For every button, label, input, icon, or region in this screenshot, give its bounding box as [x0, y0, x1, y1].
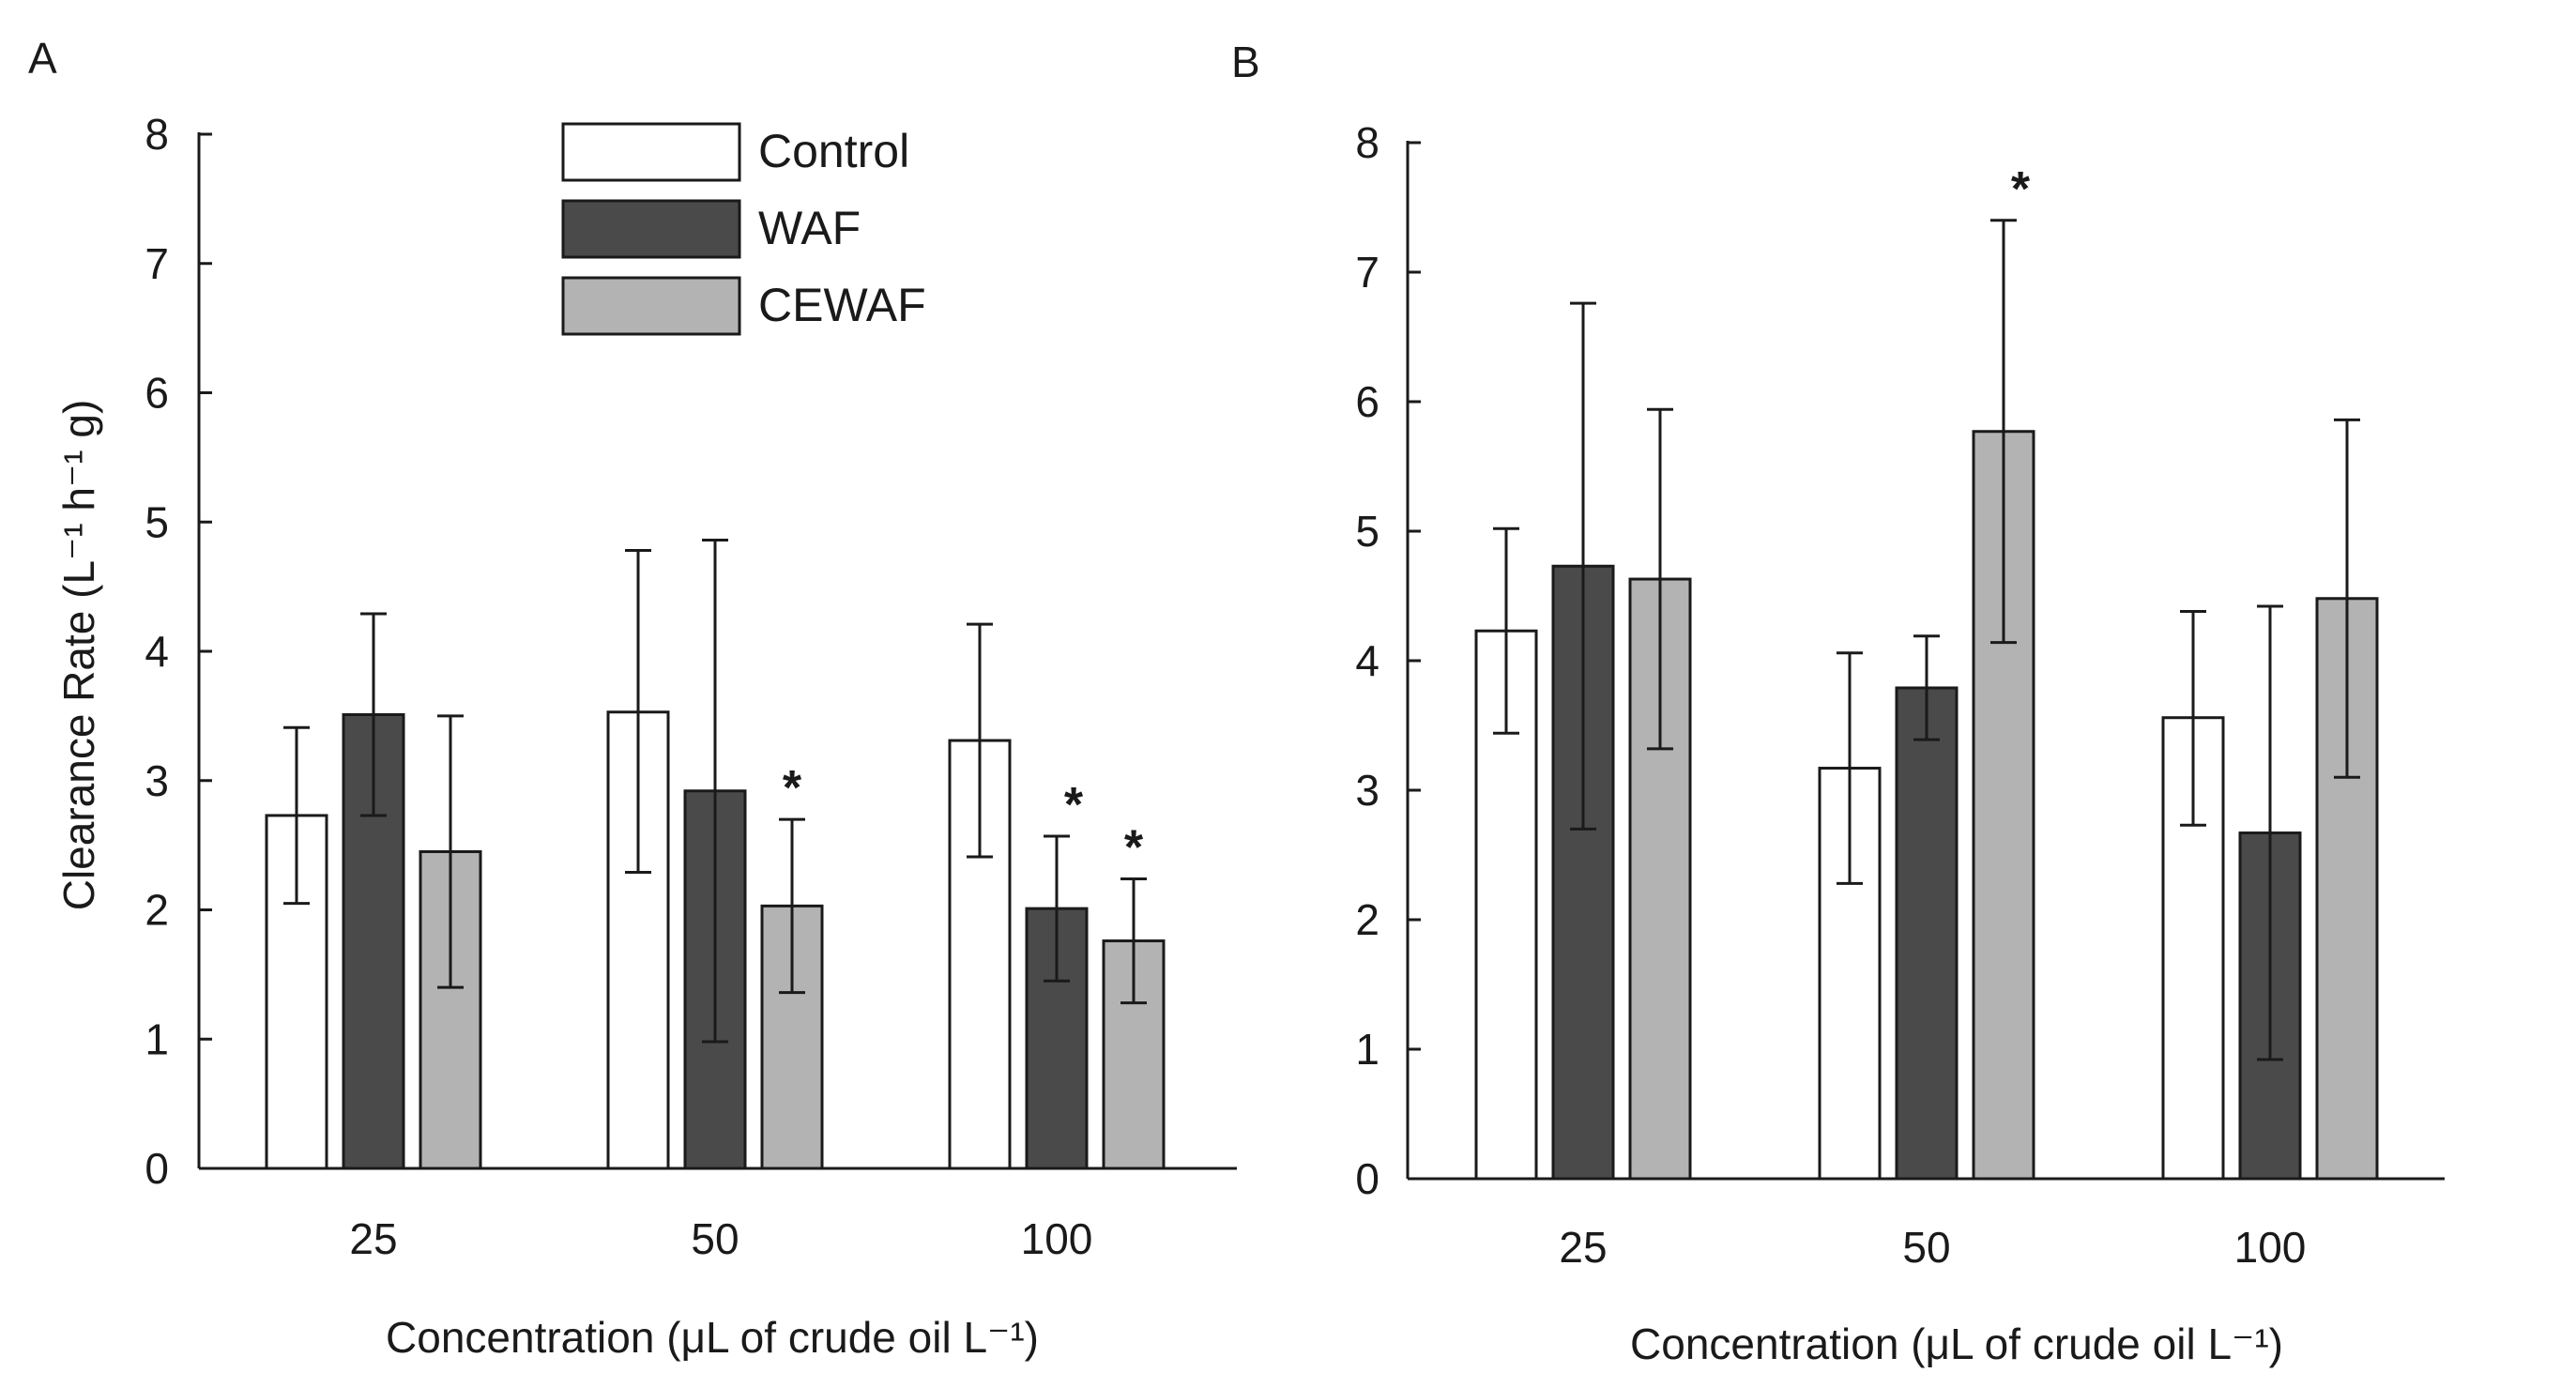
- y-tick-label-b-1: 1: [1355, 1025, 1379, 1074]
- error-bar-waf-25: [360, 612, 387, 817]
- error-bar-waf-100: [1044, 834, 1070, 983]
- x-axis-label-a: Concentration (μL of crude oil L⁻¹): [386, 1313, 1039, 1362]
- y-tick-label-b-5: 5: [1355, 507, 1379, 556]
- significance-star-waf-100: *: [1064, 778, 1084, 832]
- bars-b: *: [1474, 162, 2379, 1181]
- bars-a: * * *: [265, 539, 1166, 1170]
- panel-label-a: A: [28, 34, 57, 83]
- y-tick-label-a-3: 3: [145, 756, 169, 805]
- error-bar-waf-50: [1913, 634, 1940, 741]
- error-bar-cewaf-50: [1990, 219, 2017, 645]
- y-tick-label-a-6: 6: [145, 369, 169, 418]
- x-tick-label-b-50: 50: [1902, 1223, 1950, 1272]
- x-tick-label-a-50: 50: [691, 1214, 739, 1263]
- panel-b: B * 0 1 2 3 4 5 6 7 8 25 50 100 Concentration (μL o…: [1231, 38, 2445, 1368]
- error-bar-cewaf-25: [437, 714, 464, 989]
- y-tick-label-a-8: 8: [145, 110, 169, 159]
- error-bar-cewaf-50: [779, 817, 805, 995]
- y-tick-label-b-6: 6: [1355, 377, 1379, 426]
- y-axis-label-a: Clearance Rate (L⁻¹ h⁻¹ g): [54, 400, 103, 911]
- legend-swatch-waf: [561, 199, 741, 259]
- y-tick-label-b-7: 7: [1355, 248, 1379, 297]
- y-tick-label-a-7: 7: [145, 239, 169, 288]
- x-tick-label-a-25: 25: [349, 1214, 397, 1263]
- y-tick-label-a-2: 2: [145, 886, 169, 935]
- x-axis-label-b: Concentration (μL of crude oil L⁻¹): [1630, 1319, 2283, 1368]
- error-bar-control-25: [283, 725, 310, 906]
- error-bar-waf-50: [702, 539, 728, 1044]
- y-tick-label-b-4: 4: [1355, 636, 1379, 685]
- legend-label-cewaf: CEWAF: [758, 279, 926, 331]
- y-tick-label-b-3: 3: [1355, 766, 1379, 815]
- error-bar-cewaf-100: [2334, 418, 2360, 779]
- error-bar-waf-100: [2257, 604, 2283, 1061]
- x-tick-label-b-100: 100: [2234, 1223, 2307, 1272]
- error-bar-control-100: [2180, 610, 2206, 827]
- x-tick-label-a-100: 100: [1021, 1214, 1093, 1263]
- significance-star-cewaf-50: *: [2011, 162, 2031, 217]
- y-tick-label-a-0: 0: [145, 1144, 169, 1193]
- error-bar-cewaf-100: [1120, 877, 1147, 1005]
- error-bar-cewaf-25: [1647, 407, 1673, 751]
- error-bar-control-25: [1493, 526, 1519, 735]
- y-tick-label-a-4: 4: [145, 627, 169, 676]
- significance-star-cewaf-100: *: [1124, 820, 1144, 875]
- error-bar-control-50: [625, 549, 651, 875]
- y-tick-label-b-0: 0: [1355, 1154, 1379, 1203]
- significance-star-cewaf-50: *: [783, 761, 802, 816]
- error-bar-control-50: [1837, 651, 1863, 885]
- legend-swatch-control: [561, 122, 741, 182]
- y-tick-label-a-5: 5: [145, 497, 169, 546]
- y-tick-label-a-1: 1: [145, 1014, 169, 1063]
- error-bar-control-100: [967, 622, 993, 859]
- x-tick-label-b-25: 25: [1559, 1223, 1607, 1272]
- bar-waf-50: [1895, 686, 1959, 1181]
- y-tick-label-b-2: 2: [1355, 895, 1379, 944]
- legend-swatch-cewaf: [561, 276, 741, 336]
- legend-label-waf: WAF: [758, 202, 861, 254]
- error-bar-waf-25: [1570, 301, 1596, 831]
- panel-label-b: B: [1231, 38, 1260, 86]
- legend-label-control: Control: [758, 125, 909, 177]
- axes-b: 0 1 2 3 4 5 6 7 8 25 50 100: [1355, 118, 2445, 1272]
- axes-a: 0 1 2 3 4 5 6 7 8 25 50 100: [145, 110, 1237, 1263]
- panel-a: A * * * 0 1 2 3 4 5 6 7 8 25 50 100 Clearance Rate (L…: [28, 34, 1237, 1362]
- legend: Control WAF CEWAF: [561, 122, 926, 336]
- y-tick-label-b-8: 8: [1355, 118, 1379, 167]
